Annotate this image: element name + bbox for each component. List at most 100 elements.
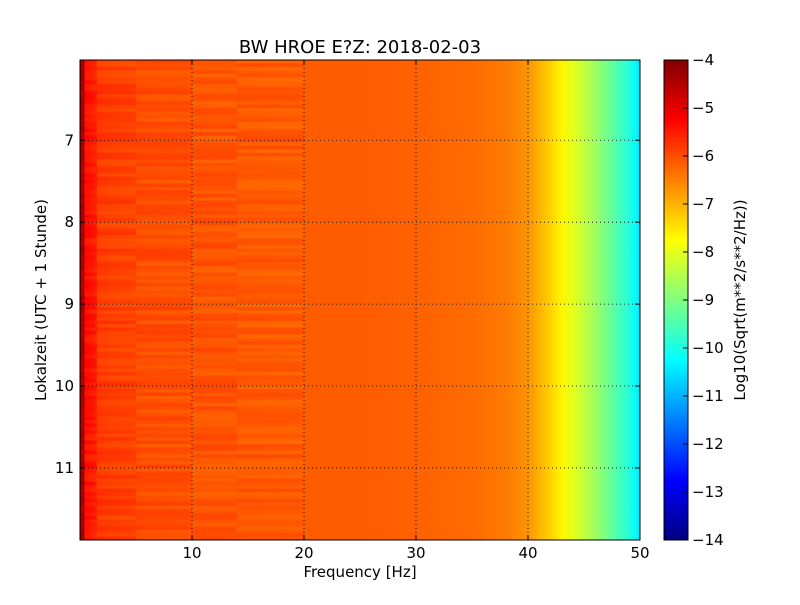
heatmap-cell xyxy=(83,317,97,321)
heatmap-cell xyxy=(192,348,237,352)
heatmap-cell xyxy=(136,471,192,476)
heatmap-cell xyxy=(96,533,136,537)
heatmap-cell xyxy=(80,420,85,424)
heatmap-cell xyxy=(236,159,304,164)
heatmap-cell xyxy=(192,512,237,517)
heatmap-cell xyxy=(136,320,192,325)
heatmap-cell xyxy=(96,464,136,469)
heatmap-cell xyxy=(96,207,136,212)
heatmap-cell xyxy=(192,536,237,540)
heatmap-cell xyxy=(96,468,136,472)
heatmap-cell xyxy=(136,224,192,229)
heatmap-cell xyxy=(136,344,192,349)
heatmap-cell xyxy=(83,169,97,174)
heatmap-cell xyxy=(136,358,192,363)
heatmap-cell xyxy=(83,526,97,531)
heatmap-cell xyxy=(80,310,85,315)
heatmap-cell xyxy=(83,409,97,414)
heatmap-cell xyxy=(136,440,192,445)
heatmap-cell xyxy=(96,348,136,352)
heatmap-cell xyxy=(83,509,97,513)
heatmap-cell xyxy=(83,505,97,510)
heatmap-cell xyxy=(96,248,136,253)
heatmap-cell xyxy=(96,80,136,85)
heatmap-cell xyxy=(83,478,97,483)
heatmap-cell xyxy=(80,457,85,462)
heatmap-cell xyxy=(236,382,304,387)
heatmap-cell xyxy=(96,111,136,116)
heatmap-cell xyxy=(192,66,237,71)
heatmap-cell xyxy=(96,461,136,465)
heatmap-cell xyxy=(83,180,97,184)
heatmap-cell xyxy=(96,241,136,246)
heatmap-cell xyxy=(136,413,192,417)
heatmap-cell xyxy=(96,276,136,280)
heatmap-cell xyxy=(236,224,304,229)
heatmap-cell xyxy=(192,505,237,510)
heatmap-cell xyxy=(96,245,136,249)
heatmap-cell xyxy=(136,433,192,438)
heatmap-cell xyxy=(136,502,192,507)
heatmap-cell xyxy=(192,224,237,229)
heatmap-cell xyxy=(83,468,97,472)
heatmap-cell xyxy=(96,505,136,510)
heatmap-cell xyxy=(96,457,136,462)
heatmap-cell xyxy=(136,430,192,435)
heatmap-cell xyxy=(83,519,97,524)
heatmap-cell xyxy=(80,529,85,534)
heatmap-cell xyxy=(96,173,136,177)
heatmap-cell xyxy=(236,156,304,160)
colorbar-tick-label: −14 xyxy=(692,531,724,549)
colorbar-tick-label: −8 xyxy=(692,243,714,261)
heatmap-cell xyxy=(83,118,97,123)
heatmap-cell xyxy=(80,351,85,356)
heatmap-cell xyxy=(236,166,304,171)
heatmap-cell xyxy=(236,423,304,428)
heatmap-cell xyxy=(83,348,97,352)
heatmap-cell xyxy=(83,162,97,167)
heatmap-cell xyxy=(236,444,304,448)
heatmap-cell xyxy=(96,450,136,455)
heatmap-cell xyxy=(83,238,97,243)
heatmap-cell xyxy=(83,265,97,270)
heatmap-cell xyxy=(80,341,85,345)
heatmap-cell xyxy=(192,464,237,469)
heatmap-cell xyxy=(136,303,192,308)
heatmap-cell xyxy=(96,361,136,366)
heatmap-cell xyxy=(80,73,85,78)
heatmap-cell xyxy=(80,162,85,167)
heatmap-cell xyxy=(96,282,136,287)
heatmap-cell xyxy=(136,368,192,373)
heatmap-cell xyxy=(96,269,136,273)
heatmap-cell xyxy=(192,118,237,123)
heatmap-cell xyxy=(80,536,85,540)
heatmap-cell xyxy=(80,262,85,267)
heatmap-cell xyxy=(80,135,85,140)
heatmap-cell xyxy=(236,413,304,417)
heatmap-cell xyxy=(83,101,97,105)
heatmap-cell xyxy=(80,66,85,71)
colorbar-ticks: −4 −5 −6 −7 −8 −9 −10 −11 −12 −13 −14 xyxy=(683,51,724,549)
heatmap-cell xyxy=(192,80,237,85)
heatmap-cell xyxy=(96,217,136,222)
heatmap-cell xyxy=(80,416,85,421)
y-axis-ticks: 7 8 9 10 11 xyxy=(55,131,640,477)
heatmap-cell xyxy=(136,478,192,483)
heatmap-cell xyxy=(136,498,192,503)
heatmap-cell xyxy=(192,423,237,428)
heatmap-cell xyxy=(192,529,237,534)
heatmap-cell xyxy=(192,269,237,273)
heatmap-cell xyxy=(96,437,136,441)
heatmap-cell xyxy=(136,437,192,441)
heatmap-cell xyxy=(192,162,237,167)
heatmap-cell xyxy=(192,87,237,92)
heatmap-cell xyxy=(96,169,136,174)
heatmap-cell xyxy=(236,512,304,517)
heatmap-cell xyxy=(136,529,192,534)
heatmap-cell xyxy=(136,420,192,424)
heatmap-cell xyxy=(83,481,97,486)
heatmap-cell xyxy=(236,330,304,335)
heatmap-cell xyxy=(192,145,237,150)
heatmap-cell xyxy=(136,238,192,243)
heatmap-cell xyxy=(83,529,97,534)
